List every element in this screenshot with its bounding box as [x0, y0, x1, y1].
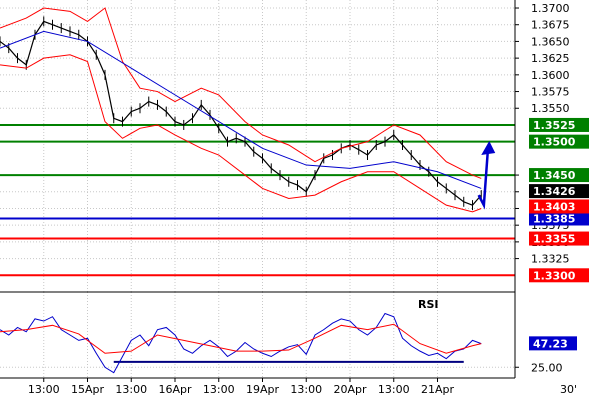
price-y-tick-label-0: 1.3700 [531, 2, 570, 15]
price-series [0, 7, 482, 213]
price-tags: 1.3525 1.3500 1.3450 1.3385 1.3355 1.3300 1.34… [529, 117, 589, 283]
rsi-value-tag-label: 47.23 [533, 337, 568, 350]
series-price [0, 20, 482, 206]
level-tag-label-3: 1.3385 [533, 212, 575, 225]
series-rsi-signal [0, 323, 482, 354]
x-tick-label-5: 19Apr [246, 383, 280, 396]
rsi-panel: RSI 25.00 47.23 [0, 292, 577, 378]
series-rsi [0, 312, 482, 374]
rsi-title: RSI [418, 298, 439, 311]
series-moving-average [0, 30, 482, 189]
price-y-tick-label-4: 1.3600 [531, 69, 570, 82]
x-tick-label-1: 15Apr [71, 383, 105, 396]
price-y-tick-label-1: 1.3675 [531, 19, 570, 32]
price-y-tick-label-6: 1.3550 [531, 102, 570, 115]
price-panel: 1.3700 1.3675 1.3650 1.3625 1.3600 1.3575 1.35… [0, 0, 589, 292]
price-tag-bg-0 [529, 184, 589, 199]
price-y-tick-label-12: 1.3325 [531, 253, 570, 266]
x-axis: 13:00 15Apr 13:00 16Apr 13:00 19Apr 13:00 20Apr… [28, 378, 455, 396]
level-tag-bg-3 [529, 211, 589, 226]
price-y-tick-label-5: 1.3575 [531, 86, 570, 99]
rsi-y-axis: 25.00 47.23 [515, 336, 577, 374]
x-tick-label-0: 13:00 [28, 383, 60, 396]
x-tick-label-6: 13:00 [290, 383, 322, 396]
x-tick-label-8: 13:00 [378, 383, 410, 396]
price-y-tick-label-2: 1.3650 [531, 35, 570, 48]
level-tag-label-4: 1.3355 [533, 233, 575, 246]
level-tag-label-5: 1.3300 [533, 269, 576, 282]
x-tick-label-9: 21Apr [421, 383, 455, 396]
price-tag-label-1: 1.3403 [533, 200, 575, 213]
level-tag-bg-5 [529, 268, 589, 283]
rsi-value-tag-bg [529, 336, 577, 351]
level-tag-label-0: 1.3525 [533, 119, 575, 132]
price-tag-bg-1 [529, 199, 589, 214]
x-tick-label-3: 16Apr [158, 383, 192, 396]
series-bollinger-lower [0, 54, 482, 213]
projection-arrow-line [477, 144, 490, 210]
rsi-series [0, 312, 482, 374]
level-tag-label-2: 1.3450 [533, 169, 576, 182]
x-axis-extra-label: 30' [560, 383, 577, 396]
projection-arrow-head [481, 140, 496, 155]
x-tick-label-7: 20Apr [333, 383, 367, 396]
series-bollinger-upper [0, 7, 482, 179]
price-tag-label-0: 1.3426 [533, 185, 576, 198]
price-levels [0, 123, 515, 277]
rsi-y-tick-label-0: 25.00 [531, 361, 563, 374]
level-tag-bg-1 [529, 134, 589, 149]
level-tag-bg-4 [529, 231, 589, 246]
level-tag-label-1: 1.3500 [533, 136, 576, 149]
level-tag-bg-0 [529, 117, 589, 132]
x-tick-label-4: 13:00 [203, 383, 235, 396]
x-tick-label-2: 13:00 [115, 383, 147, 396]
level-tag-bg-2 [529, 168, 589, 183]
price-y-tick-label-3: 1.3625 [531, 52, 570, 65]
projection-arrow [477, 140, 496, 210]
